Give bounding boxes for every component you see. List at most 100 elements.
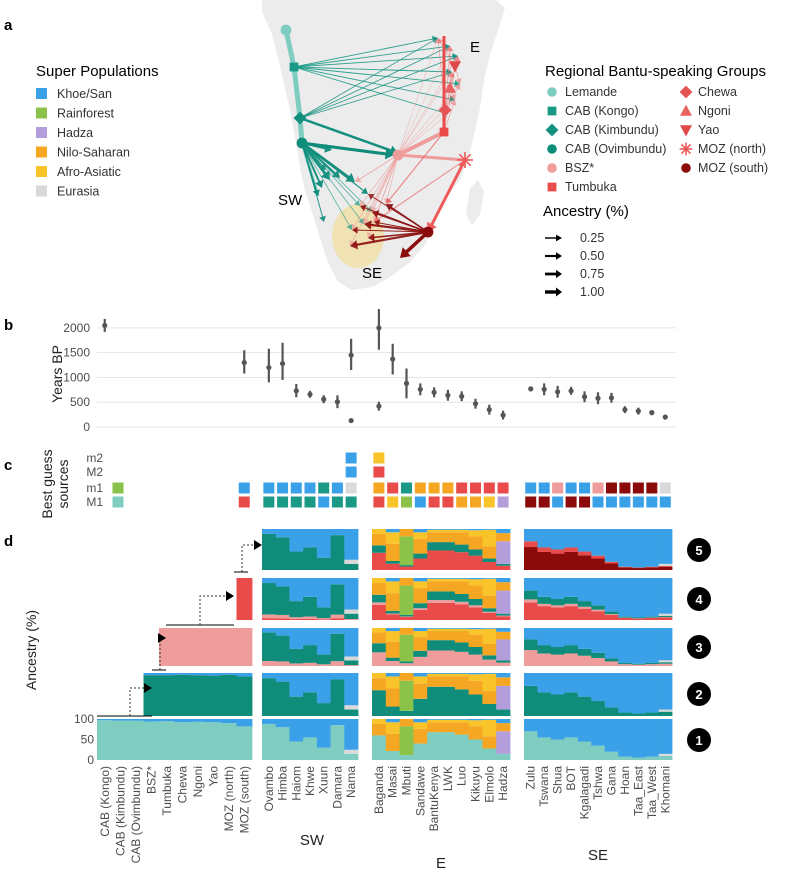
mozs-arrow-se-0-head: [360, 204, 367, 212]
d-bar-1-khwe-seg-1: [303, 719, 318, 738]
legend-swatch-hadza: [36, 127, 47, 138]
d-bar-5-nama-seg-0: [344, 563, 359, 570]
d-bar-5-masai-seg-0: [385, 563, 400, 570]
d-bar-4-sandawe-seg-5: [413, 578, 428, 582]
d-bar-5-hoan: [618, 529, 633, 570]
lemande-trunk-2: [291, 66, 303, 119]
d-bar-4-hadza-seg-5: [496, 578, 511, 583]
bsz-arrow-se-7-shaft: [386, 154, 399, 201]
d-bantu-bar-2-ngoni: [190, 673, 206, 716]
d-bar-3-ovambo-seg-1: [262, 632, 277, 661]
d-bar-2-baganda: [372, 673, 387, 716]
d-bar-3-bantukenya: [427, 628, 442, 666]
d-bar-3-kikuyu-seg-4: [468, 628, 483, 630]
d-bar-5-himba: [275, 529, 290, 570]
d-stage-badge-5: 5: [687, 538, 711, 562]
legend-swatch-rainforest: [36, 107, 47, 119]
d-xlabel-hadza: Hadza: [496, 766, 510, 801]
bsz-arrow-se-3: [351, 154, 399, 230]
d-bar-1-nama-seg-0: [344, 753, 359, 760]
d-bar-2-sandawe-seg-3: [413, 673, 428, 677]
d-bar-5-hoan-seg-2: [618, 529, 633, 567]
d-xlabel-cab-ovimbundu: CAB (Ovimbundu): [129, 766, 143, 863]
d-bar-4-zulu-seg-3: [524, 578, 538, 591]
kimbundu-arrow-e-0-shaft: [299, 39, 435, 119]
d-bar-4-zulu-seg-0: [524, 602, 538, 620]
d-bar-1-mbuti: [399, 719, 414, 760]
d-bantu-bar-1-cab-kongo: [97, 719, 113, 760]
d-bar-1-bot-seg-1: [564, 719, 579, 738]
d-bar-5-bot: [564, 529, 579, 570]
d-bar-2-khomani: [658, 673, 673, 716]
d-bar-3-tshwa-seg-1: [591, 652, 606, 659]
d-bar-3-lwk-seg-1: [441, 640, 456, 651]
c-cell-haiom-m1: [290, 496, 302, 508]
ovimbundu-arrow-sw-6-shaft: [301, 142, 365, 192]
d-bar-4-himba-seg-0: [275, 618, 290, 620]
d-bar-5-luo-seg-1: [454, 544, 469, 553]
d-bar-4-bot-seg-1: [564, 603, 579, 607]
d-bar-2-tshwa: [591, 673, 606, 716]
d-bar-4-bantukenya-seg-4: [427, 578, 442, 582]
ovimbundu-arrow-se-1-shaft: [301, 142, 370, 210]
d-bar-3-kgalagadi-seg-1: [577, 648, 592, 656]
d-bantu-bar-1-bsz-seg-rest: [143, 719, 160, 722]
d-bar-3-taa-west-seg-1: [645, 662, 659, 665]
d-bantu-bar-1-tumbuka-seg-rest: [159, 719, 175, 722]
d-bar-3-lwk-seg-3: [441, 628, 456, 632]
d-bar-1-nama-seg-1: [344, 749, 359, 754]
d-bar-3-khomani-seg-3: [658, 628, 673, 661]
d-bar-2-luo: [454, 673, 469, 716]
b-point-baganda-a: [376, 309, 382, 350]
ovimbundu-arrow-sw-6-head: [361, 187, 368, 194]
d-xlabel-kikuyu: Kikuyu: [469, 766, 483, 802]
d-bar-4-shua-seg-0: [550, 607, 565, 620]
ancestry-level-0-75: 0.75: [580, 267, 604, 281]
d-bantu-bar-1-cab-kimbundu: [112, 719, 129, 760]
d-bar-3-khwe-seg-0: [303, 662, 318, 666]
node-moz-north: [457, 152, 473, 168]
d-bar-4-baganda-seg-1: [372, 602, 387, 605]
d-xlabel-kgalagadi: Kgalagadi: [578, 766, 592, 819]
mozs-arrow-se-5-head: [350, 240, 359, 250]
d-bar-1-masai-seg-1: [385, 733, 400, 751]
legend-marker-ngoni: [680, 104, 692, 116]
d-bar-4-khwe-seg-2: [303, 596, 318, 617]
d-bar-3-sandawe-seg-0: [413, 656, 428, 666]
d-bar-5-ovambo-seg-0: [262, 533, 277, 570]
d-bar-2-taa-east: [631, 673, 646, 716]
d-bar-1-shua: [550, 719, 565, 760]
bsz-arrow-e-4-head: [454, 84, 460, 90]
d-bantu-bar-1-cab-kongo-seg-rest: [97, 719, 113, 721]
d-bar-4-xuun: [316, 578, 331, 620]
d-bar-4-luo-seg-1: [454, 601, 469, 605]
d-bar-1-khwe: [303, 719, 318, 760]
ancestry-arrowhead-0-50: [556, 252, 562, 260]
d-bar-1-nama-seg-2: [344, 719, 359, 750]
d-bar-4-khomani-seg-3: [658, 613, 673, 616]
d-bar-1-bantukenya: [427, 719, 442, 760]
d-bar-5-khomani-seg-2: [658, 563, 673, 566]
b-ytick-1000: 1000: [63, 370, 90, 384]
d-bar-5-hadza-seg-1: [496, 563, 511, 566]
d-bar-5-masai: [385, 529, 400, 570]
d-bar-2-damara: [330, 673, 345, 716]
d-step-arrowhead-0: [144, 683, 152, 693]
d-bar-4-tswana-seg-3: [537, 578, 552, 597]
d-bar-3-xuun-seg-2: [316, 628, 331, 655]
d-bar-3-taa-east-seg-2: [631, 628, 646, 664]
d-bar-5-khomani-seg-3: [658, 529, 673, 564]
d-bar-2-himba-seg-1: [275, 673, 290, 682]
d-bar-4-mbuti: [399, 578, 414, 620]
d-bantu-bar-2-bsz-seg-0: [143, 675, 160, 716]
d-bar-5-sandawe-seg-4: [413, 529, 428, 533]
d-bar-1-sandawe-seg-0: [413, 743, 428, 760]
d-bar-5-hoan-seg-0: [618, 567, 633, 570]
c-cell-elmolo-m1: [483, 482, 495, 494]
d-bar-5-taa-east: [631, 529, 646, 570]
d-xlabel-ngoni: Ngoni: [191, 766, 205, 797]
d-bantu-bar-3-moz-south-seg-0: [236, 628, 253, 666]
d-bar-5-zulu-seg-2: [524, 529, 538, 542]
d-bantu-bar-3-moz-north-seg-0: [221, 628, 237, 666]
d-bar-1-ovambo-seg-1: [262, 719, 277, 724]
